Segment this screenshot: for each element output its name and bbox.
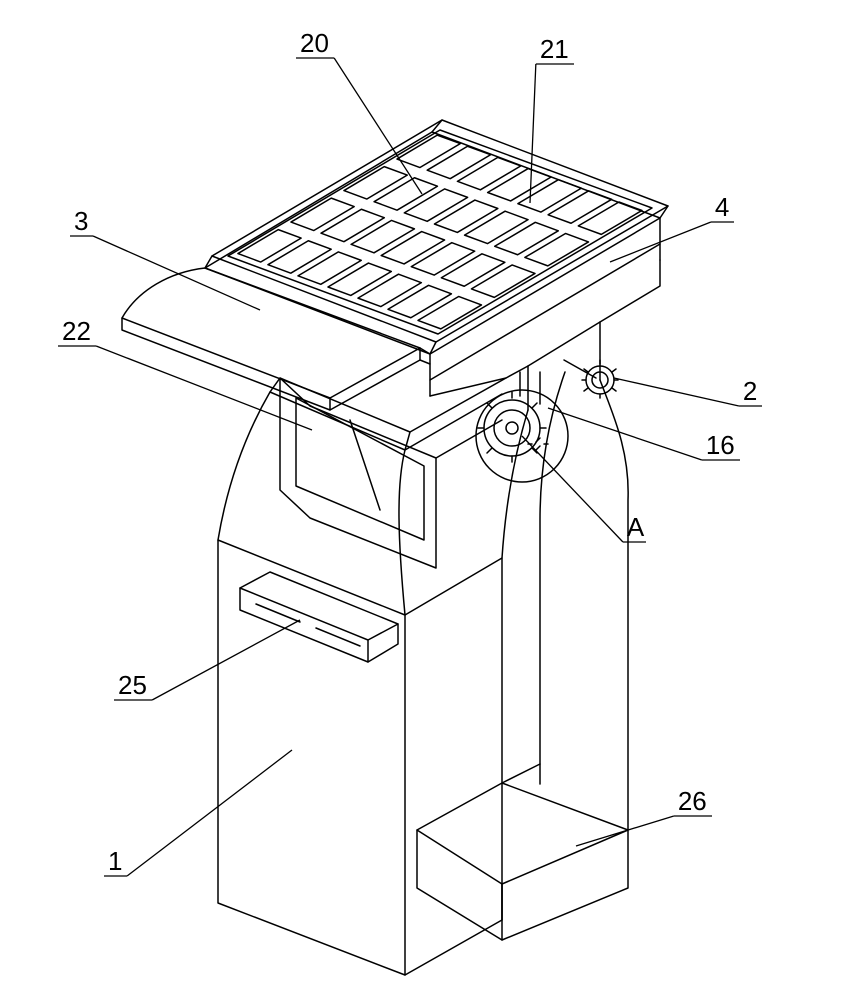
callout-label-26: 26 (678, 786, 707, 816)
solar-cell (418, 296, 481, 328)
solar-cell (388, 285, 451, 317)
callout-label-A: A (627, 512, 645, 542)
callout-label-2: 2 (743, 376, 757, 406)
patent-figure: 20213422216A25126 (0, 0, 850, 1000)
solar-cell (268, 241, 331, 273)
callout-label-25: 25 (118, 670, 147, 700)
callout-label-20: 20 (300, 28, 329, 58)
solar-cell (321, 209, 384, 241)
callout-label-1: 1 (108, 846, 122, 876)
solar-cell (548, 191, 612, 223)
solar-cell (457, 157, 520, 189)
solar-cell (374, 178, 437, 210)
solar-cell (351, 220, 414, 252)
solar-cell (344, 167, 407, 199)
solar-cell (465, 211, 528, 243)
callout-label-22: 22 (62, 316, 91, 346)
callout-label-21: 21 (540, 34, 569, 64)
solar-cell (427, 146, 490, 178)
solar-cell (518, 180, 582, 212)
solar-cell (495, 222, 559, 254)
solar-cell (578, 202, 642, 234)
callout-label-16: 16 (706, 430, 735, 460)
callout-label-3: 3 (74, 206, 88, 236)
solar-cell (381, 232, 444, 264)
solar-cell (434, 200, 497, 232)
solar-cell (525, 233, 589, 265)
solar-cell (404, 189, 467, 221)
solar-cell (298, 252, 361, 284)
solar-cell (441, 254, 504, 286)
callout-label-4: 4 (715, 192, 729, 222)
solar-cell (411, 243, 474, 275)
solar-cell (471, 265, 535, 297)
solar-cell (328, 263, 391, 295)
solar-cell (358, 274, 421, 306)
solar-cell (397, 135, 460, 167)
solar-cell (488, 169, 551, 201)
